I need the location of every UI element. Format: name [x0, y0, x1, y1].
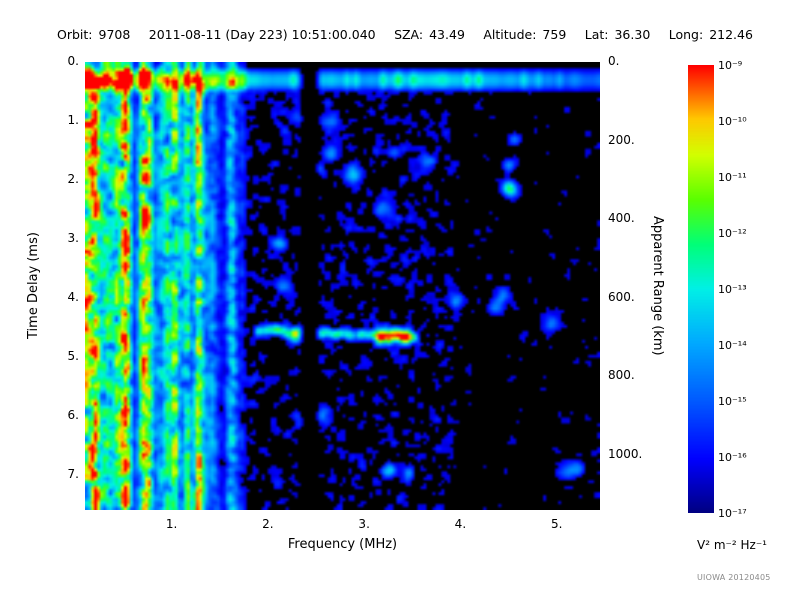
header-info: Orbit: 9708 2011-08-11 (Day 223) 10:51:0… — [57, 27, 753, 42]
orbit-label: Orbit: — [57, 27, 93, 42]
long-value: 212.46 — [709, 27, 753, 42]
long-label: Long: — [668, 27, 704, 42]
sza-value: 43.49 — [429, 27, 465, 42]
colorbar-tick-label: 10⁻¹⁰ — [718, 115, 747, 128]
y-tick-label: 1. — [67, 112, 79, 127]
colorbar-tick-label: 10⁻¹⁵ — [718, 395, 747, 408]
y-tick-label: 4. — [67, 289, 79, 304]
spectrogram-canvas — [85, 62, 600, 510]
colorbar-tick-label: 10⁻¹⁷ — [718, 507, 747, 520]
y-tick-label: 5. — [67, 348, 79, 363]
orbit-field: Orbit: 9708 — [57, 27, 130, 42]
lat-value: 36.30 — [614, 27, 651, 42]
datetime-field: 2011-08-11 (Day 223) 10:51:00.040 — [149, 27, 376, 42]
x-axis-title: Frequency (MHz) — [287, 537, 398, 552]
y2-tick-label: 400. — [608, 211, 635, 226]
x-tick-label: 1. — [165, 517, 178, 531]
y-tick-label: 2. — [67, 171, 79, 186]
datetime-value: 2011-08-11 (Day 223) 10:51:00.040 — [148, 27, 376, 42]
y2-tick-label: 1000. — [608, 446, 643, 461]
colorbar — [688, 65, 714, 513]
colorbar-tick-label: 10⁻¹⁴ — [718, 339, 747, 352]
y2-tick-label: 600. — [608, 289, 635, 304]
watermark: UIOWA 20120405 — [697, 573, 771, 582]
colorbar-tick-label: 10⁻¹² — [718, 227, 747, 240]
y-tick-label: 0. — [67, 54, 79, 68]
altitude-label: Altitude: — [483, 27, 537, 42]
y2-tick-label: 0. — [608, 54, 620, 68]
sza-field: SZA: 43.49 — [394, 27, 465, 42]
x-tick-label: 4. — [454, 517, 467, 531]
y2-tick-label: 200. — [608, 132, 635, 147]
colorbar-tick-label: 10⁻⁹ — [718, 59, 743, 72]
y-axis-title: Time Delay (ms) — [26, 232, 41, 340]
x-tick-label: 3. — [358, 517, 370, 531]
y-tick-label: 6. — [67, 407, 79, 422]
colorbar-tick-label: 10⁻¹⁶ — [718, 451, 747, 464]
colorbar-unit-label: V² m⁻² Hz⁻¹ — [697, 538, 767, 552]
altitude-field: Altitude: 759 — [483, 27, 566, 42]
y-tick-label: 3. — [67, 230, 79, 245]
orbit-value: 9708 — [98, 27, 131, 42]
lat-field: Lat: 36.30 — [585, 27, 651, 42]
x-tick-label: 5. — [550, 517, 563, 531]
altitude-value: 759 — [542, 27, 567, 42]
sza-label: SZA: — [394, 27, 424, 42]
y-tick-label: 7. — [67, 466, 79, 481]
y2-tick-label: 800. — [608, 368, 635, 383]
lat-label: Lat: — [584, 27, 609, 42]
colorbar-tick-label: 10⁻¹³ — [718, 283, 747, 296]
x-tick-label: 2. — [262, 517, 274, 531]
long-field: Long: 212.46 — [669, 27, 753, 42]
y2-axis-title: Apparent Range (km) — [650, 216, 665, 356]
colorbar-tick-label: 10⁻¹¹ — [718, 171, 747, 184]
